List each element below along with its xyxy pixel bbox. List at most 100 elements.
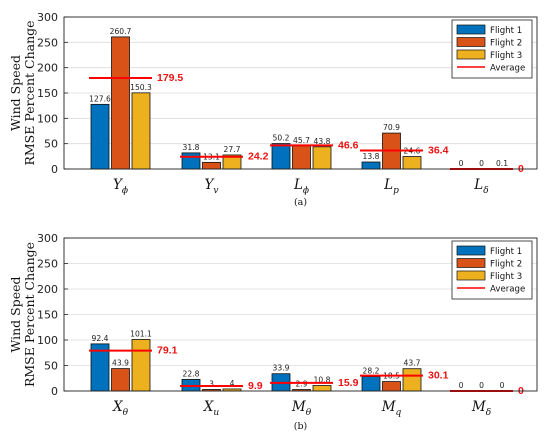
y-tick-label: 250 [37,36,58,49]
data-label-flight3-cat3: 10.8 [314,375,331,384]
legend-label-average: Average [490,285,525,295]
category-subscript: δ [483,186,488,196]
bar-flight3-cat1 [131,92,151,170]
category-symbol: X [203,399,215,415]
bar-flight3-cat4 [402,156,422,170]
y-axis-label-line2: RMSE Percent Change [22,242,37,387]
category-subscript: p [393,186,399,196]
bar-flight1-cat4 [361,161,381,170]
category-label: Mθ [291,399,312,418]
data-label-flight2-cat4: 70.9 [383,123,400,132]
data-label-flight2-cat1: 260.7 [110,27,132,36]
average-label-cat3: 15.9 [338,377,359,389]
data-label-flight3-cat1: 101.1 [130,329,152,338]
legend-label-flight2: Flight 2 [490,260,522,270]
category-symbol: X [112,399,124,415]
y-tick-label: 300 [37,232,58,245]
category-subscript: θ [306,408,312,418]
y-axis-label-line1: Wind Speed [8,55,23,131]
legend-label-flight1: Flight 1 [490,247,522,257]
legend-label-flight2: Flight 2 [490,39,522,49]
average-label-cat2: 24.2 [248,151,269,163]
y-tick-label: 250 [37,258,58,271]
bar-flight3-cat1 [131,339,151,392]
data-label-flight3-cat5: 0.1 [496,159,508,168]
axes-box [63,237,538,392]
legend-swatch-flight2 [456,37,486,47]
category-label: Xθ [112,399,129,418]
bar-flight2-cat2 [202,161,221,170]
data-label-flight1-cat3: 50.2 [273,134,290,143]
category-subscript: δ [486,408,491,418]
bar-flight1-cat2 [181,152,201,170]
y-tick-label: 200 [37,62,58,75]
category-symbol: L [293,177,303,193]
data-label-flight2-cat5: 0 [479,381,484,390]
category-symbol: M [471,399,487,415]
legend-swatch-flight1 [456,245,486,256]
bar-flight3-cat3 [312,146,332,170]
category-symbol: L [383,177,393,193]
legend-swatch-flight1 [456,24,486,35]
category-subscript: v [213,186,218,196]
data-label-flight3-cat1: 150.3 [130,83,152,92]
subfigure-label: (a) [294,197,307,208]
bar-flight1-cat1 [90,103,110,170]
y-tick-label: 150 [37,87,58,100]
category-label: Xu [203,399,220,418]
category-subscript: u [213,408,219,418]
category-label: Lp [383,177,399,196]
data-label-flight1-cat1: 92.4 [92,334,109,343]
data-label-flight1-cat5: 0 [459,159,464,168]
data-label-flight3-cat5: 0 [500,381,505,390]
category-subscript: θ [123,408,129,418]
average-label-cat1: 79.1 [157,345,178,357]
data-label-flight3-cat2: 4 [230,379,235,388]
y-axis-label-line1: Wind Speed [8,276,23,352]
data-label-flight1-cat2: 22.8 [183,369,200,378]
y-tick-label: 50 [44,138,58,151]
bar-flight2-cat4 [382,381,401,392]
y-tick-label: 200 [37,283,58,296]
category-subscript: ϕ [303,186,309,196]
chart-panel-a: 0 50 100 150 200 250 300 127.6 31.8 50.2 13.8 0 260.… [8,11,538,208]
data-label-flight1-cat4: 28.2 [363,367,380,376]
y-axis-label-line2: RMSE Percent Change [22,20,37,165]
legend-label-average: Average [490,64,525,74]
data-label-flight2-cat3: 45.7 [293,136,310,145]
category-label: Yv [204,177,218,196]
bar-flight1-cat3 [271,143,291,170]
category-symbol: Y [204,177,214,193]
average-label-cat2: 9.9 [248,380,263,392]
category-symbol: L [473,177,483,193]
y-tick-label: 150 [37,309,58,322]
category-subscript: q [396,408,402,418]
category-symbol: M [291,399,307,415]
y-tick-label: 100 [37,334,58,347]
bar-flight3-cat3 [312,385,332,392]
bar-flight3-cat4 [402,368,422,392]
category-subscript: ϕ [122,186,128,196]
data-label-flight2-cat2: 3 [209,379,214,388]
data-label-flight3-cat2: 27.7 [224,145,241,154]
legend-swatch-flight3 [456,270,486,281]
y-tick-label: 100 [37,112,58,125]
bar-flight1-cat4 [361,376,381,392]
legend-label-flight3: Flight 3 [490,272,522,282]
average-label-cat4: 36.4 [428,145,449,157]
data-label-flight3-cat3: 43.8 [314,137,331,146]
data-label-flight1-cat4: 13.8 [363,152,380,161]
data-label-flight1-cat2: 31.8 [183,143,200,152]
bar-flight2-cat1 [111,36,130,170]
data-label-flight1-cat5: 0 [459,381,464,390]
data-label-flight3-cat4: 43.7 [404,359,421,368]
y-tick-label: 300 [37,11,58,24]
legend-label-flight3: Flight 3 [490,51,522,61]
average-label-cat1: 179.5 [157,72,183,84]
average-label-cat4: 30.1 [428,370,449,382]
bar-flight2-cat3 [292,145,311,170]
category-label: Yϕ [113,177,128,196]
y-tick-label: 0 [51,163,58,176]
